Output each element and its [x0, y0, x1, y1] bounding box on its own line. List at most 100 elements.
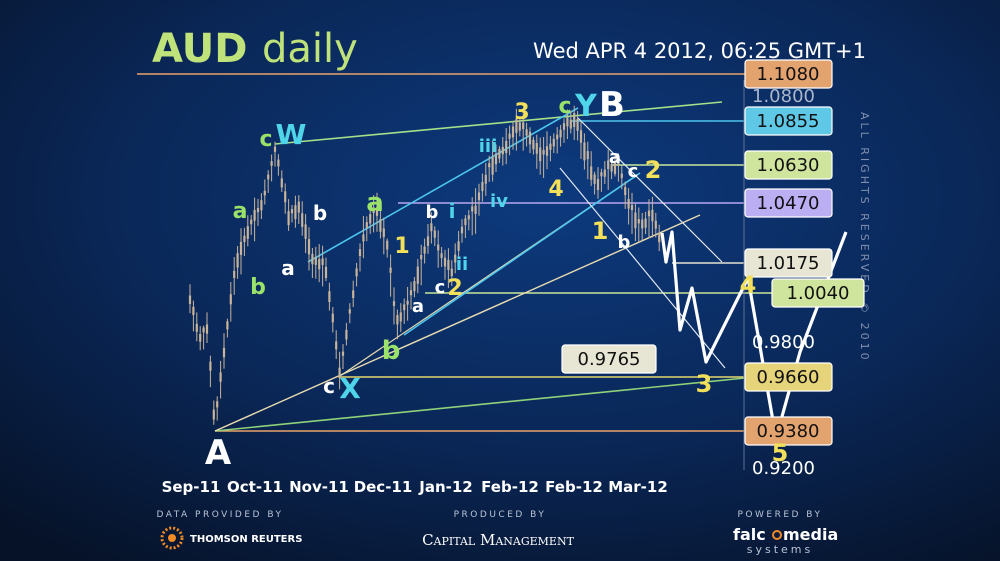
candle-body: [341, 351, 345, 356]
candle-body: [433, 230, 436, 238]
wave-label-B: B: [599, 85, 625, 125]
candle-body: [226, 321, 229, 330]
candle-body: [413, 281, 416, 292]
candle-body: [566, 117, 569, 127]
candle-body: [277, 159, 280, 167]
timestamp: Wed APR 4 2012, 06:25 GMT+1: [533, 39, 866, 63]
y-tick-1-08: 1.0800: [752, 86, 815, 107]
level-box-0-9765: [561, 344, 657, 374]
candle-body: [443, 257, 447, 267]
candle-body: [321, 258, 324, 265]
footer-produced-caption: PRODUCED BY: [454, 510, 547, 520]
candle-body: [382, 228, 385, 238]
level-label-1-0040: 1.0040: [787, 283, 850, 304]
candle-body: [372, 207, 375, 214]
candle-body: [528, 131, 532, 145]
candle-body: [542, 149, 545, 155]
candle-body: [552, 138, 555, 147]
level-box-1-0175: [744, 248, 833, 278]
candle-body: [236, 253, 239, 268]
channel-down-lower: [559, 167, 726, 369]
candle-body: [613, 162, 617, 174]
title-sub: daily: [262, 26, 358, 72]
candle-body: [464, 218, 467, 226]
candle-body: [222, 347, 226, 358]
footer-producer: Capital Management: [422, 531, 575, 549]
footer-data-provider: THOMSON REUTERS: [190, 534, 302, 545]
level-label-0-9765: 0.9765: [578, 349, 641, 370]
candle-body: [573, 113, 576, 127]
candle-body: [192, 306, 195, 315]
candle-body: [539, 147, 542, 162]
candle-body: [345, 329, 348, 340]
candle-body: [627, 198, 630, 209]
wave-label-c-w: c: [259, 127, 272, 152]
candle-body: [583, 142, 586, 161]
candle-body: [596, 178, 600, 190]
candle-body: [515, 119, 518, 133]
wave-label-i: i: [449, 199, 456, 223]
wave-label-a-w: a: [233, 199, 248, 224]
level-label-1-0630: 1.0630: [757, 155, 820, 176]
candle-body: [375, 207, 379, 216]
channel-cyan-lower: [403, 172, 641, 336]
candle-body: [505, 141, 508, 154]
candle-body: [355, 268, 358, 277]
wave-label-Y: Y: [574, 89, 598, 124]
level-label-1-0855: 1.0855: [757, 111, 820, 132]
candle-body: [590, 166, 593, 180]
candle-body: [297, 201, 300, 213]
wave-label-5-c: 5: [772, 439, 789, 467]
x-tick-oct-11: Oct-11: [227, 478, 283, 496]
candle-body: [457, 241, 460, 251]
candle-body: [209, 361, 212, 371]
candle-body: [494, 153, 498, 165]
wave-label-A: A: [205, 433, 232, 473]
wave-label-2-y: 2: [447, 276, 462, 301]
candle-body: [637, 219, 640, 224]
reuters-logo-dot: [168, 534, 176, 542]
y-tick-0-98: 0.9800: [752, 332, 815, 353]
watermark: ALL RIGHTS RESERVED © 2010: [858, 112, 871, 363]
level-box-1-1080: [744, 59, 833, 89]
candle-body: [318, 259, 321, 270]
candle-body: [246, 226, 249, 239]
wave-label-4-y: 4: [548, 177, 563, 202]
candle-body: [535, 142, 538, 154]
candle-body: [518, 122, 521, 131]
wave-label-c-2: c: [435, 277, 446, 298]
candle-body: [501, 147, 504, 155]
trendline-green-lower: [214, 377, 746, 432]
footer-powered-name-2: media: [783, 525, 838, 544]
candle-body: [403, 304, 406, 311]
candle-body: [270, 161, 273, 166]
thomson-reuters-logo: THOMSON REUTERS: [160, 526, 302, 550]
candle-body: [253, 210, 256, 221]
candle-body: [484, 174, 487, 184]
falcomedia-o-icon: [772, 530, 782, 540]
candle-body: [610, 164, 613, 172]
wave-label-a-y: a: [366, 188, 384, 218]
candle-body: [440, 253, 443, 258]
candle-body: [324, 266, 328, 278]
wave-label-c-c: c: [628, 161, 639, 182]
channel-down-upper: [577, 117, 723, 263]
candle-body: [423, 246, 426, 254]
trendline-tan-base: [214, 214, 701, 432]
trend-lines: [214, 101, 746, 432]
wave-labels: A c W a b b a c X a b 1 a b c 2 i ii iii…: [205, 85, 789, 473]
wave-label-c-x: c: [323, 374, 335, 398]
level-box-1-0470: [744, 188, 833, 218]
x-tick-jan-12: Jan-12: [418, 478, 472, 496]
wave-label-a-2: a: [412, 296, 424, 317]
channel-cyan-upper: [307, 107, 579, 263]
candle-body: [586, 151, 589, 160]
candle-body: [396, 315, 399, 325]
candle-body: [314, 256, 317, 265]
candle-body: [641, 219, 644, 229]
candle-body: [195, 323, 198, 332]
x-tick-nov-11: Nov-11: [289, 478, 349, 496]
candle-body: [477, 192, 481, 201]
candle-body: [549, 143, 552, 150]
